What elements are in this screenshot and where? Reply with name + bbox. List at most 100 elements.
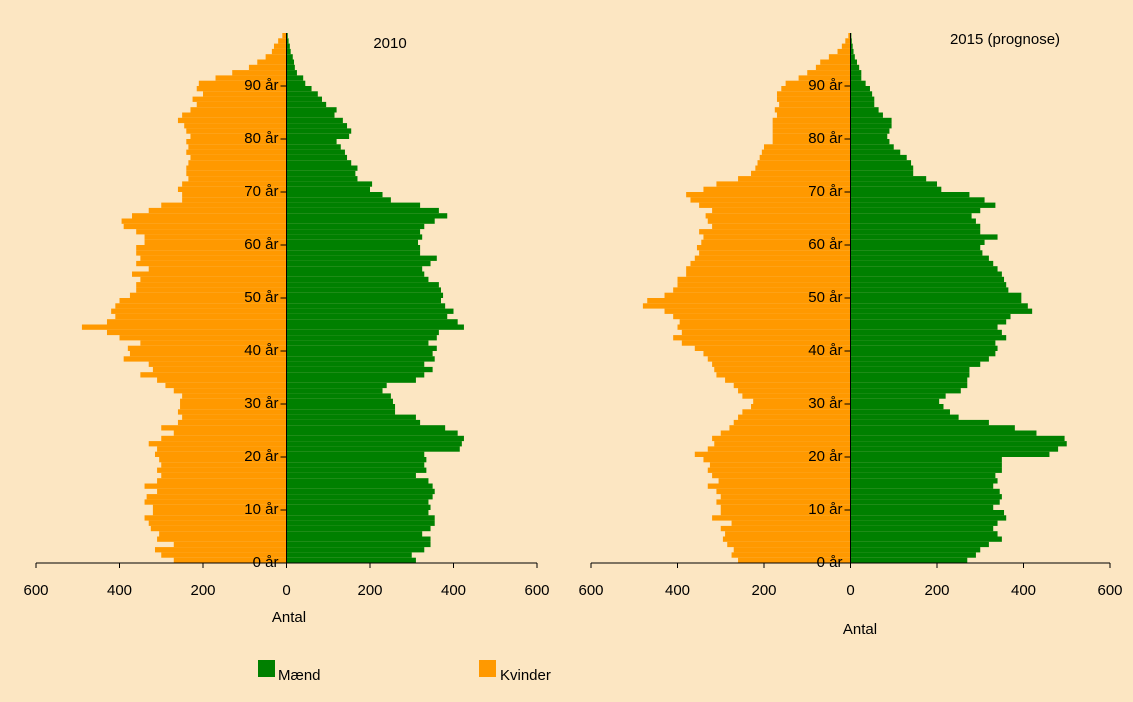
bar [286, 64, 295, 71]
bar [157, 467, 287, 473]
bar [286, 430, 458, 436]
bar [161, 462, 287, 468]
bar [705, 213, 851, 219]
bar [772, 123, 851, 129]
bar [727, 541, 851, 548]
bar [286, 499, 429, 505]
bar [286, 255, 437, 261]
bar [712, 223, 851, 230]
bar [148, 207, 287, 214]
bar [716, 499, 851, 505]
bar [121, 218, 287, 224]
bar [177, 419, 287, 426]
bar [136, 287, 287, 293]
bar [720, 430, 851, 436]
bar [286, 54, 293, 60]
bar [286, 176, 358, 182]
bar [677, 276, 851, 283]
bar [850, 435, 1065, 442]
bar [286, 239, 419, 245]
bar [850, 414, 959, 420]
bar [850, 462, 1002, 468]
bar [286, 303, 446, 309]
bar [286, 192, 383, 198]
bar [757, 160, 851, 166]
bar [753, 398, 851, 404]
bar [286, 340, 429, 346]
bar [286, 260, 431, 267]
bar [144, 499, 287, 505]
bar [733, 382, 851, 389]
bar [286, 488, 435, 495]
bar [850, 86, 870, 92]
bar [286, 123, 348, 129]
bar [850, 308, 1033, 314]
bar [286, 313, 448, 320]
bar [850, 510, 1005, 516]
bar [731, 552, 851, 558]
bar [845, 38, 851, 44]
bar [182, 414, 287, 420]
bar [733, 547, 851, 553]
bar [136, 229, 287, 235]
bar [742, 393, 851, 399]
bar [850, 160, 912, 166]
panel-title: 2015 (prognose) [950, 31, 1060, 48]
bar [850, 552, 976, 558]
bar [850, 425, 1015, 431]
bar [850, 356, 989, 362]
x-tick-label: 400 [107, 582, 132, 599]
bar [703, 234, 851, 240]
x-tick-label: 600 [1097, 582, 1122, 599]
bar [850, 250, 983, 256]
bar [186, 170, 287, 177]
bar [850, 91, 873, 97]
bar [180, 398, 287, 404]
bar [850, 223, 981, 230]
bar [686, 266, 851, 272]
bar [759, 154, 851, 161]
bar [177, 409, 287, 415]
bar [140, 372, 287, 378]
bar [188, 176, 287, 182]
bar [286, 504, 431, 510]
bar [850, 504, 994, 510]
legend-label: Kvinder [500, 667, 551, 684]
bar [850, 165, 914, 171]
bar [161, 425, 287, 431]
legend-swatch [258, 660, 275, 677]
y-tick-label: 70 år [244, 183, 278, 200]
bar [850, 382, 968, 389]
bar [850, 451, 1050, 457]
x-tick-label: 0 [846, 582, 854, 599]
bar [694, 255, 851, 261]
bar [248, 64, 287, 71]
bar [286, 223, 425, 230]
bar [286, 425, 446, 431]
bar [286, 414, 416, 420]
bar [673, 335, 851, 341]
bar [714, 366, 851, 373]
bar [286, 451, 425, 457]
bar [157, 446, 287, 452]
bar [837, 48, 851, 55]
bar [850, 467, 1002, 473]
bar [850, 282, 1007, 288]
bar [850, 139, 890, 145]
bar [850, 351, 996, 357]
bar [286, 541, 431, 548]
bar [820, 59, 851, 65]
panel-title: 2010 [373, 35, 406, 52]
bar [286, 160, 352, 166]
bar [286, 229, 421, 235]
bar [850, 54, 855, 60]
bar [286, 266, 423, 272]
bar [696, 245, 851, 251]
bar [184, 123, 287, 129]
bar [716, 181, 851, 187]
bar [140, 255, 287, 261]
bar [850, 207, 981, 214]
y-tick-label: 60 år [244, 236, 278, 253]
bar [850, 292, 1022, 298]
bar [850, 547, 981, 553]
